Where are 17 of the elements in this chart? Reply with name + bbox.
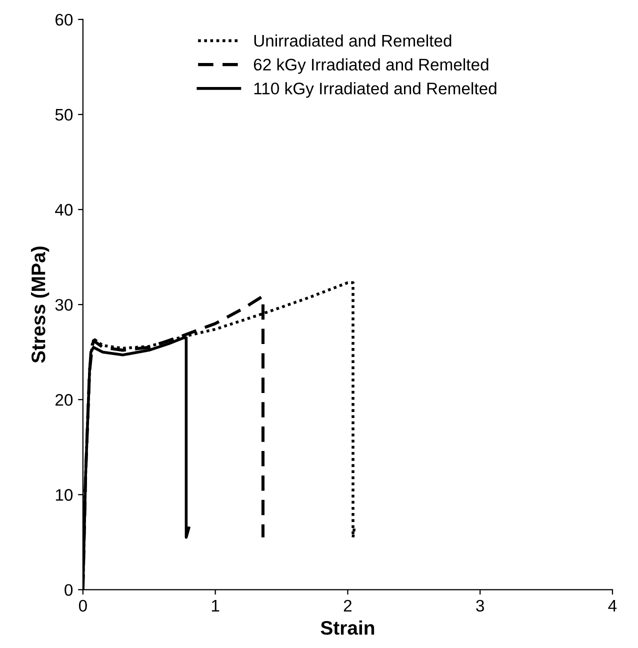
x-tick-label: 4 xyxy=(608,600,617,612)
y-tick-label: 60 xyxy=(56,14,73,26)
legend-label: 110 kGy Irradiated and Remelted xyxy=(254,82,496,98)
x-axis-title: Strain xyxy=(320,620,374,635)
y-tick-label: 50 xyxy=(55,108,73,121)
x-tick-label: 2 xyxy=(344,600,352,612)
y-tick-label: 10 xyxy=(56,489,73,501)
x-tick-label: 1 xyxy=(212,600,220,612)
y-tick-label: 20 xyxy=(56,394,73,406)
legend-label: 62 kGy Irradiated and Remelted xyxy=(254,58,488,74)
legend-label: Unirradiated and Remelted xyxy=(254,34,452,47)
y-tick-label: 30 xyxy=(55,298,73,311)
x-tick-label: 0 xyxy=(78,600,87,612)
y-tick-label: 0 xyxy=(64,584,73,596)
y-tick-label: 40 xyxy=(55,204,73,216)
y-axis-title: Stress (MPa) xyxy=(31,246,50,363)
x-tick-label: 3 xyxy=(476,600,484,612)
